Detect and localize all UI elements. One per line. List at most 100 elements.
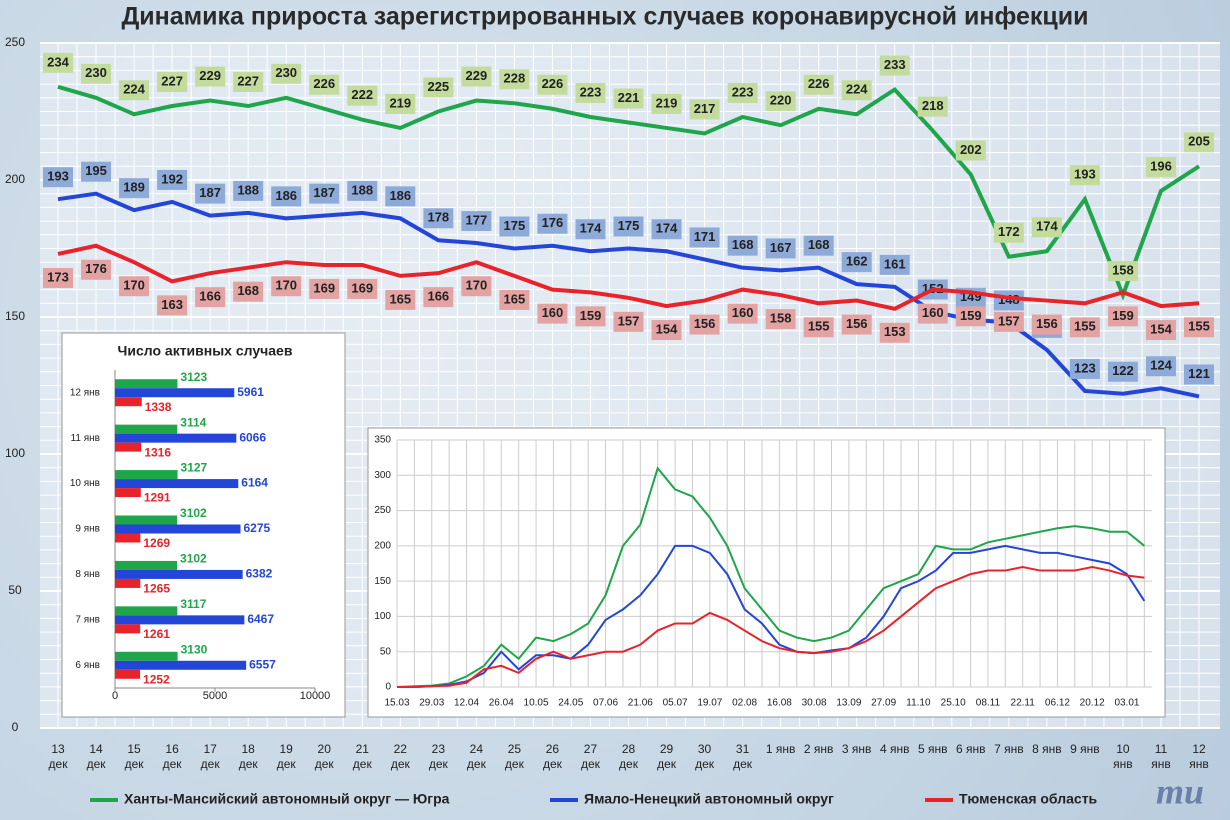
x-tick-label: 4 янв <box>879 742 910 756</box>
value-label-box <box>613 311 644 332</box>
value-label-box <box>917 303 948 324</box>
x-tick-label: 13.09 <box>836 698 861 709</box>
value-label: 162 <box>846 254 868 269</box>
x-tick-label: 29 дек <box>657 742 676 771</box>
value-label-box <box>765 309 796 330</box>
value-label-box <box>1107 306 1138 327</box>
value-label-box <box>119 178 150 199</box>
value-label: 202 <box>960 142 982 157</box>
value-label: 5961 <box>237 385 264 399</box>
y-tick-label: 0 <box>385 682 391 693</box>
value-label-box <box>651 320 682 341</box>
value-label: 169 <box>313 280 335 295</box>
x-tick-label: 08.11 <box>976 698 1001 709</box>
y-tick-label: 100 <box>374 611 391 622</box>
value-label: 156 <box>694 316 716 331</box>
value-label: 222 <box>351 87 373 102</box>
value-label: 154 <box>1150 321 1172 336</box>
y-tick-label: 50 <box>380 646 392 657</box>
value-label-box <box>689 99 720 120</box>
value-label-box <box>271 186 302 207</box>
y-tick-label: 7 янв <box>75 614 100 625</box>
bar <box>115 442 142 452</box>
value-label-box <box>993 222 1024 243</box>
bar <box>115 606 178 616</box>
bar <box>115 479 239 489</box>
x-tick-label: 25 дек <box>504 742 524 771</box>
bar <box>115 651 178 661</box>
value-label-box <box>499 216 530 237</box>
value-label-box <box>955 140 986 161</box>
bar <box>115 615 245 625</box>
value-label: 158 <box>1112 263 1134 278</box>
x-tick-label: 5 янв <box>918 742 948 756</box>
value-label: 153 <box>884 324 906 339</box>
value-label: 6164 <box>241 476 268 490</box>
bar <box>115 578 141 588</box>
value-label-box <box>271 276 302 297</box>
y-tick-label: 200 <box>374 540 391 551</box>
x-tick-label: 20 дек <box>314 742 334 771</box>
x-tick-label: 20.12 <box>1080 698 1105 709</box>
value-label: 6557 <box>249 657 276 671</box>
value-label: 124 <box>1150 358 1172 373</box>
value-label-box <box>575 306 606 327</box>
value-label-box <box>461 276 492 297</box>
value-label-box <box>1184 317 1214 338</box>
value-label: 193 <box>1074 167 1096 182</box>
value-label: 159 <box>580 308 602 323</box>
value-label: 219 <box>389 95 411 110</box>
value-label: 234 <box>47 54 69 69</box>
value-label-box <box>1069 317 1100 338</box>
x-tick-label: 07.06 <box>593 698 618 709</box>
x-tick-label: 27.09 <box>871 698 896 709</box>
logo: mu <box>1156 771 1204 811</box>
value-label: 229 <box>199 68 221 83</box>
value-label-box <box>157 72 188 93</box>
value-label-box <box>689 227 720 248</box>
value-label-box <box>1069 165 1100 186</box>
value-label: 1316 <box>144 445 171 459</box>
x-tick-label: 26.04 <box>489 698 514 709</box>
value-label-box <box>195 183 226 204</box>
value-label-box <box>1107 361 1138 382</box>
x-tick-label: 1 янв <box>765 742 796 756</box>
value-label-box <box>841 80 872 101</box>
x-tick-label: 05.07 <box>663 698 688 709</box>
value-label-box <box>43 267 73 288</box>
value-label-box <box>43 167 73 188</box>
x-tick-label: 29.03 <box>419 698 444 709</box>
x-tick-label: 30 дек <box>695 742 715 771</box>
value-label: 168 <box>732 237 754 252</box>
value-label-box <box>841 314 872 335</box>
legend-label: Ханты-Мансийский автономный округ — Югра <box>124 791 450 807</box>
y-tick-label: 100 <box>5 446 25 460</box>
value-label: 3114 <box>180 415 206 429</box>
bar <box>115 669 141 679</box>
inset-panel <box>367 427 1166 718</box>
value-label-box <box>195 66 226 87</box>
value-label-box <box>955 306 986 327</box>
value-label-box <box>879 322 910 343</box>
value-label-box <box>81 259 112 280</box>
value-label: 121 <box>1188 366 1210 381</box>
value-label: 219 <box>656 95 678 110</box>
y-tick-label: 0 <box>12 720 19 734</box>
value-label: 156 <box>846 316 868 331</box>
y-tick-label: 150 <box>374 576 391 587</box>
x-tick-label: 24.05 <box>558 698 583 709</box>
value-label: 195 <box>85 163 107 178</box>
value-label-box <box>917 96 948 117</box>
value-label: 205 <box>1188 134 1210 149</box>
value-label-box <box>765 238 796 259</box>
y-tick-label: 11 янв <box>71 433 100 444</box>
value-label: 155 <box>1074 319 1096 334</box>
value-label: 229 <box>466 68 488 83</box>
value-label-box <box>385 289 416 310</box>
bar <box>115 388 235 398</box>
value-label: 188 <box>237 182 259 197</box>
value-label-box <box>347 278 378 299</box>
value-label: 160 <box>732 305 754 320</box>
value-label-box <box>765 91 796 112</box>
y-tick-label: 6 янв <box>75 660 100 671</box>
